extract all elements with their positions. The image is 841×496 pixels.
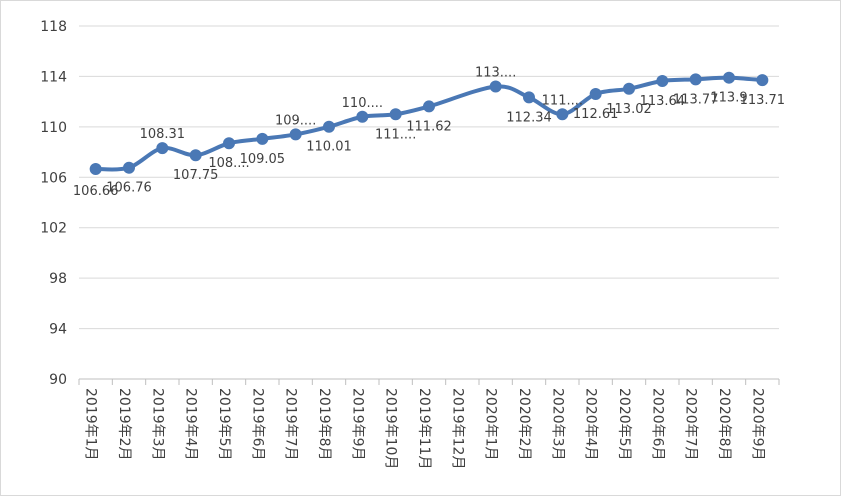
y-tick-label: 114 — [40, 69, 67, 85]
data-point — [189, 149, 202, 162]
x-tick-label: 2019年1月 — [83, 388, 99, 461]
data-label: 112.34 — [506, 110, 552, 125]
data-label: 113.... — [475, 66, 516, 81]
data-point — [389, 108, 402, 121]
x-tick-label: 2019年6月 — [249, 388, 265, 461]
y-tick-label: 98 — [49, 271, 67, 287]
data-point — [323, 120, 335, 133]
y-tick-label: 106 — [40, 170, 67, 186]
data-label: 111.... — [542, 93, 583, 108]
data-point — [156, 142, 169, 155]
x-tick-label: 2020年1月 — [483, 388, 499, 461]
data-label: 113.02 — [606, 102, 652, 117]
data-label: 110.01 — [306, 140, 352, 155]
data-label: 106.66 — [73, 184, 119, 199]
data-label: 113.77 — [673, 92, 719, 107]
x-tick-label: 2019年3月 — [149, 388, 165, 461]
data-label: 106.76 — [106, 181, 152, 196]
x-tick-label: 2019年12月 — [449, 388, 465, 469]
x-tick-label: 2020年5月 — [616, 388, 632, 461]
data-label: 109.05 — [240, 152, 286, 167]
x-tick-label: 2020年4月 — [583, 388, 599, 461]
y-tick-label: 90 — [49, 372, 67, 388]
data-label: 111.... — [375, 127, 416, 142]
data-label: 113.64 — [640, 94, 686, 109]
x-tick-label: 2020年2月 — [516, 388, 532, 461]
data-point — [689, 73, 702, 86]
x-tick-label: 2019年4月 — [183, 388, 199, 461]
data-point — [489, 80, 502, 93]
y-tick-label: 94 — [49, 322, 67, 338]
data-point — [623, 82, 635, 95]
data-label: 110.... — [342, 96, 383, 111]
data-point — [223, 137, 235, 150]
x-tick-label: 2019年5月 — [216, 388, 232, 461]
data-point — [423, 100, 435, 113]
data-label: 108.31 — [140, 127, 186, 142]
data-label: 113.9 — [710, 91, 747, 106]
data-label: 112.61 — [573, 107, 619, 122]
y-tick-label: 118 — [40, 19, 67, 35]
x-tick-label: 2019年9月 — [349, 388, 365, 461]
data-point — [756, 74, 769, 87]
gridlines — [79, 25, 779, 330]
data-points — [89, 71, 769, 175]
x-tick-label: 2019年10月 — [383, 388, 399, 469]
data-label: 108.... — [208, 156, 249, 171]
data-point — [123, 161, 135, 174]
data-point — [89, 162, 102, 175]
x-tick-label: 2020年6月 — [649, 388, 665, 461]
data-point — [256, 132, 269, 145]
data-point — [556, 108, 569, 121]
data-label: 111.62 — [406, 119, 452, 134]
data-point — [656, 74, 669, 87]
x-tick-label: 2020年8月 — [716, 388, 732, 461]
axes: 90 94 98 102 106 110 114 118 2019年1月 2019年2月 2019年… — [40, 19, 780, 469]
data-label: 107.75 — [173, 168, 219, 183]
x-tick-label: 2020年3月 — [549, 388, 565, 461]
x-tick-label: 2019年7月 — [283, 388, 299, 461]
data-label: 113.71 — [740, 93, 786, 108]
x-tick-label: 2020年7月 — [683, 388, 699, 461]
data-point — [356, 110, 369, 123]
x-tick-label: 2019年2月 — [116, 388, 132, 461]
x-tick-label: 2020年9月 — [749, 388, 765, 461]
x-tick-label: 2019年8月 — [316, 388, 332, 461]
data-point — [723, 71, 735, 84]
data-point — [523, 91, 535, 104]
data-label: 109.... — [275, 113, 316, 128]
x-tick-label: 2019年11月 — [416, 388, 432, 469]
data-point — [289, 128, 302, 141]
y-tick-label: 110 — [40, 120, 67, 136]
data-point — [589, 87, 602, 100]
y-tick-label: 102 — [40, 221, 67, 237]
